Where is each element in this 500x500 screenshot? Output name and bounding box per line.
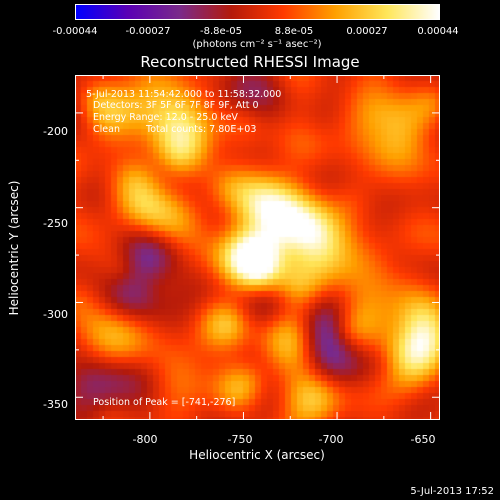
x-tick-label: -650	[410, 433, 436, 446]
time-range-annotation: 5-Jul-2013 11:54:42.000 to 11:58:32.000	[86, 89, 282, 100]
x-tick-label: -750	[227, 433, 253, 446]
y-axis-label: Heliocentric Y (arcsec)	[7, 180, 21, 316]
colorbar-units-label: (photons cm⁻² s⁻¹ asec⁻²)	[192, 39, 322, 50]
detectors-annotation: Detectors: 3F 5F 6F 7F 8F 9F, Att 0	[93, 100, 259, 111]
x-tick-label: -800	[132, 433, 158, 446]
colorbar-tick-label: 8.8e-05	[274, 26, 314, 37]
colorbar	[75, 4, 440, 20]
colorbar-tick-label: -0.00027	[125, 26, 171, 37]
x-tick-label: -700	[318, 433, 344, 446]
colorbar-tick-label: 0.00027	[346, 26, 388, 37]
y-tick-label: -300	[43, 308, 68, 321]
algorithm-annotation: Clean	[93, 124, 120, 135]
heatmap-image	[75, 75, 440, 420]
colorbar-tick-label: 0.00044	[417, 26, 459, 37]
chart-title: Reconstructed RHESSI Image	[140, 53, 360, 71]
colorbar-tick-label: -0.00044	[52, 26, 98, 37]
footer-date: 5-Jul-2013 17:52	[410, 486, 494, 497]
total-counts-annotation: Total counts: 7.80E+03	[146, 124, 257, 135]
y-tick-label: -200	[43, 125, 68, 138]
y-tick-label: -350	[43, 398, 68, 411]
x-axis-label: Heliocentric X (arcsec)	[189, 448, 325, 462]
colorbar-tick-label: -8.8e-05	[200, 26, 242, 37]
peak-position-annotation: Position of Peak = [-741,-276]	[93, 397, 236, 408]
energy-range-annotation: Energy Range: 12.0 - 25.0 keV	[93, 112, 238, 123]
y-tick-label: -250	[43, 217, 68, 230]
heatmap-plot-area	[75, 75, 440, 420]
